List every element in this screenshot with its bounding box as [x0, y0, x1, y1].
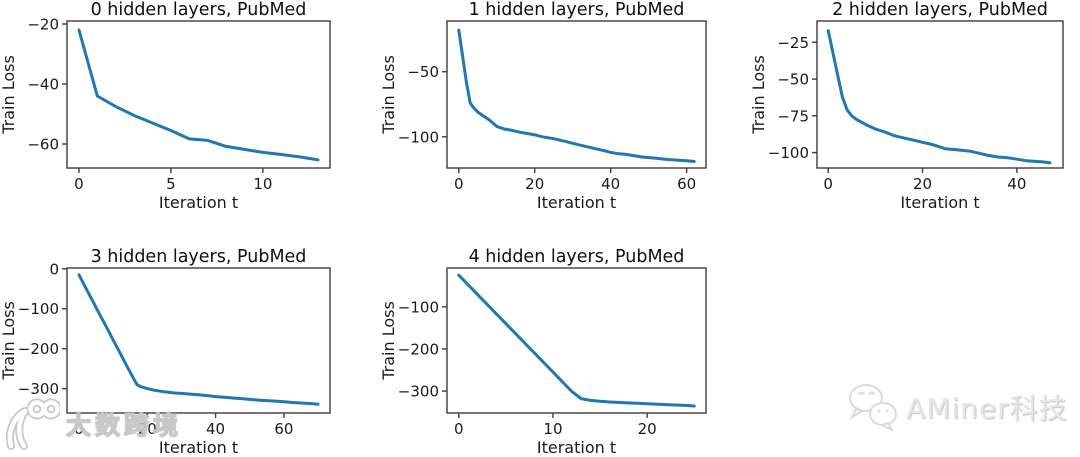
svg-text:−100: −100 — [18, 300, 59, 318]
svg-text:−20: −20 — [27, 16, 59, 34]
svg-text:0: 0 — [74, 175, 84, 193]
svg-text:−50: −50 — [777, 71, 809, 89]
svg-text:Train Loss: Train Loss — [749, 55, 768, 135]
watermark-dashu-kuajing-label: 大数跨境 — [65, 410, 183, 440]
svg-text:40: 40 — [1007, 175, 1026, 193]
dashu-kuajing-100-logo-icon — [6, 398, 60, 450]
svg-text:Train Loss: Train Loss — [0, 55, 18, 135]
chart-3-hidden-layers: 0 20 40 60 0 −100 −200 −300 3 hidden layers, Pub… — [0, 247, 331, 457]
svg-text:0 hidden layers, PubMed: 0 hidden layers, PubMed — [91, 0, 307, 20]
svg-text:5: 5 — [166, 175, 176, 193]
svg-text:−25: −25 — [777, 34, 809, 52]
svg-text:−75: −75 — [777, 107, 809, 125]
svg-text:Train Loss: Train Loss — [379, 301, 398, 381]
svg-text:3 hidden layers, PubMed: 3 hidden layers, PubMed — [91, 247, 307, 267]
svg-text:4 hidden layers, PubMed: 4 hidden layers, PubMed — [469, 247, 685, 267]
watermark-aminer: AMiner科技 — [845, 383, 1068, 431]
svg-text:0: 0 — [49, 260, 59, 278]
svg-text:−60: −60 — [27, 136, 59, 154]
svg-text:−200: −200 — [398, 340, 439, 358]
svg-text:40: 40 — [601, 175, 620, 193]
svg-text:60: 60 — [274, 420, 293, 438]
wechat-icon — [849, 384, 897, 431]
svg-text:0: 0 — [74, 420, 84, 438]
svg-text:−100: −100 — [398, 128, 439, 146]
svg-text:1 hidden layers, PubMed: 1 hidden layers, PubMed — [469, 0, 685, 20]
chart-2-hidden-layers: 0 20 40 −25 −50 −75 −100 2 hidden layers, PubMe… — [749, 0, 1064, 212]
svg-text:0: 0 — [454, 175, 464, 193]
svg-text:20: 20 — [638, 420, 657, 438]
svg-text:−300: −300 — [398, 383, 439, 401]
svg-text:0: 0 — [823, 175, 833, 193]
svg-text:20: 20 — [913, 175, 932, 193]
watermark-dashu-kuajing: 大数跨境 — [2, 396, 182, 452]
svg-text:Train Loss: Train Loss — [0, 301, 18, 381]
svg-text:0: 0 — [454, 420, 464, 438]
svg-text:20: 20 — [138, 420, 157, 438]
chart-1-hidden-layers: 0 20 40 60 −50 −100 1 hidden layers, PubMed Ite… — [379, 0, 707, 212]
svg-text:60: 60 — [677, 175, 696, 193]
svg-text:2 hidden layers, PubMed: 2 hidden layers, PubMed — [832, 0, 1048, 20]
svg-text:10: 10 — [253, 175, 272, 193]
chart-0-hidden-layers: 0 5 10 −20 −40 −60 0 hidden layers, PubMed Iter… — [0, 0, 331, 212]
svg-text:10: 10 — [543, 420, 562, 438]
svg-text:Iteration t: Iteration t — [537, 193, 616, 212]
svg-text:Train Loss: Train Loss — [379, 55, 398, 135]
watermark-aminer-label: AMiner科技 — [906, 392, 1068, 425]
svg-text:Iteration t: Iteration t — [900, 193, 979, 212]
chart-4-hidden-layers: 0 10 20 −100 −200 −300 4 hidden layers, PubMed… — [379, 247, 707, 457]
svg-text:−100: −100 — [398, 298, 439, 316]
svg-text:−300: −300 — [18, 380, 59, 398]
svg-text:−200: −200 — [18, 340, 59, 358]
svg-text:Iteration t: Iteration t — [159, 438, 238, 457]
svg-text:−100: −100 — [768, 144, 809, 162]
svg-text:Iteration t: Iteration t — [159, 193, 238, 212]
svg-text:−50: −50 — [407, 63, 439, 81]
svg-text:Iteration t: Iteration t — [537, 438, 616, 457]
svg-text:40: 40 — [206, 420, 225, 438]
svg-text:20: 20 — [525, 175, 544, 193]
svg-text:−40: −40 — [27, 76, 59, 94]
